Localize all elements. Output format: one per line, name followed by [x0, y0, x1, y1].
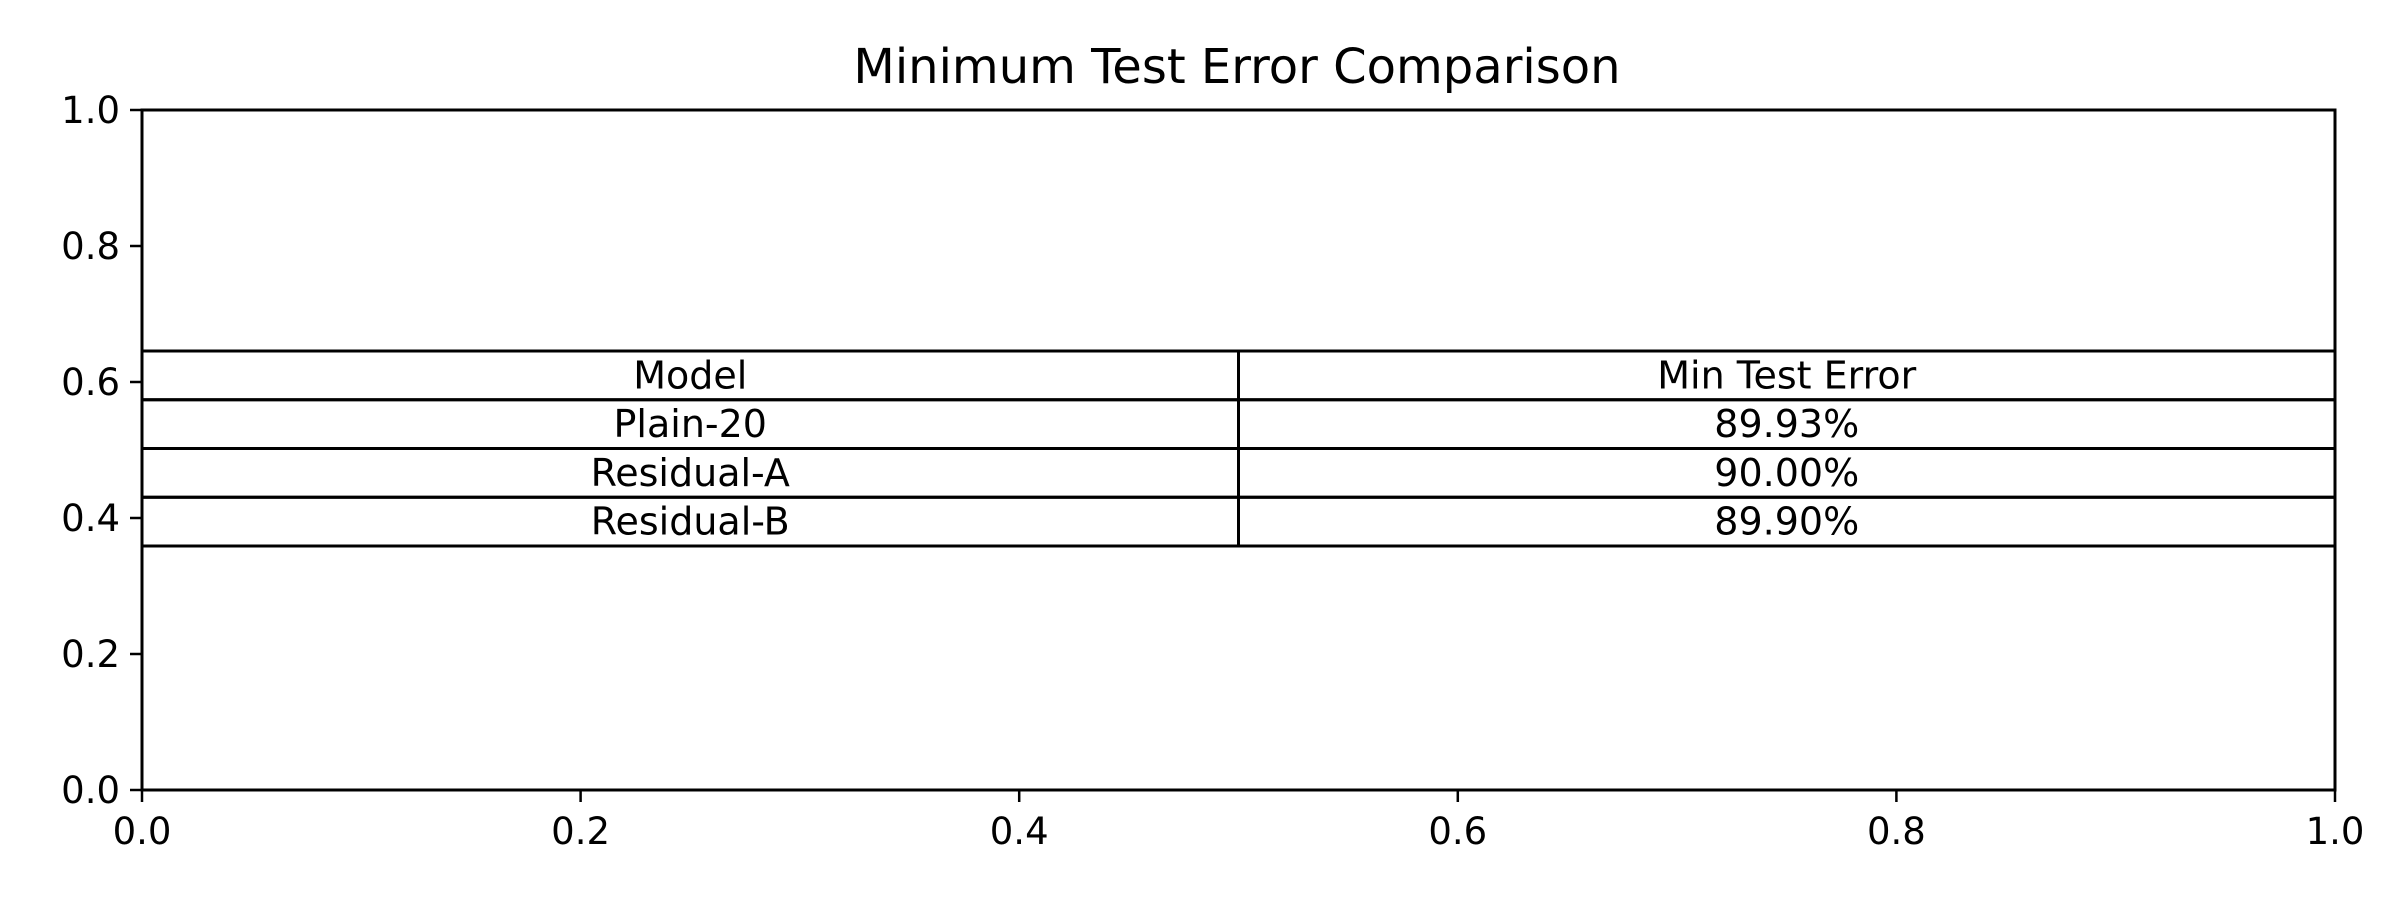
- y-tick-label: 0.0: [61, 769, 120, 812]
- y-tick-label: 0.8: [61, 225, 120, 268]
- y-tick-label: 0.2: [61, 633, 120, 676]
- x-tick-label: 0.4: [990, 810, 1049, 853]
- table-header-text: Min Test Error: [1657, 353, 1916, 397]
- x-tick-label: 0.8: [1867, 810, 1926, 853]
- table-header-text: Model: [633, 353, 747, 397]
- table-cell-text: 89.93%: [1714, 402, 1859, 446]
- y-tick-label: 1.0: [61, 89, 120, 132]
- table-cell-text: Residual-B: [591, 500, 790, 544]
- plot-area: 0.0 0.2 0.4 0.6 0.8 1.0 0.0 0.2 0.4 0.6 0.8 1.0 Mode…: [61, 89, 2364, 853]
- x-tick-label: 0.2: [551, 810, 610, 853]
- y-tick-label: 0.4: [61, 497, 120, 540]
- y-tick-label: 0.6: [61, 361, 120, 404]
- table-cell: [1237, 495, 2337, 548]
- table-cell-text: Plain-20: [614, 402, 767, 446]
- x-tick-label: 0.0: [113, 810, 172, 853]
- x-tick-label: 1.0: [2306, 810, 2365, 853]
- table-cell-text: 89.90%: [1714, 500, 1859, 544]
- table-cell-text: Residual-A: [591, 451, 790, 495]
- x-tick-label: 0.6: [1428, 810, 1487, 853]
- table-cell-text: 90.00%: [1714, 451, 1859, 495]
- chart-title: Minimum Test Error Comparison: [853, 39, 1620, 95]
